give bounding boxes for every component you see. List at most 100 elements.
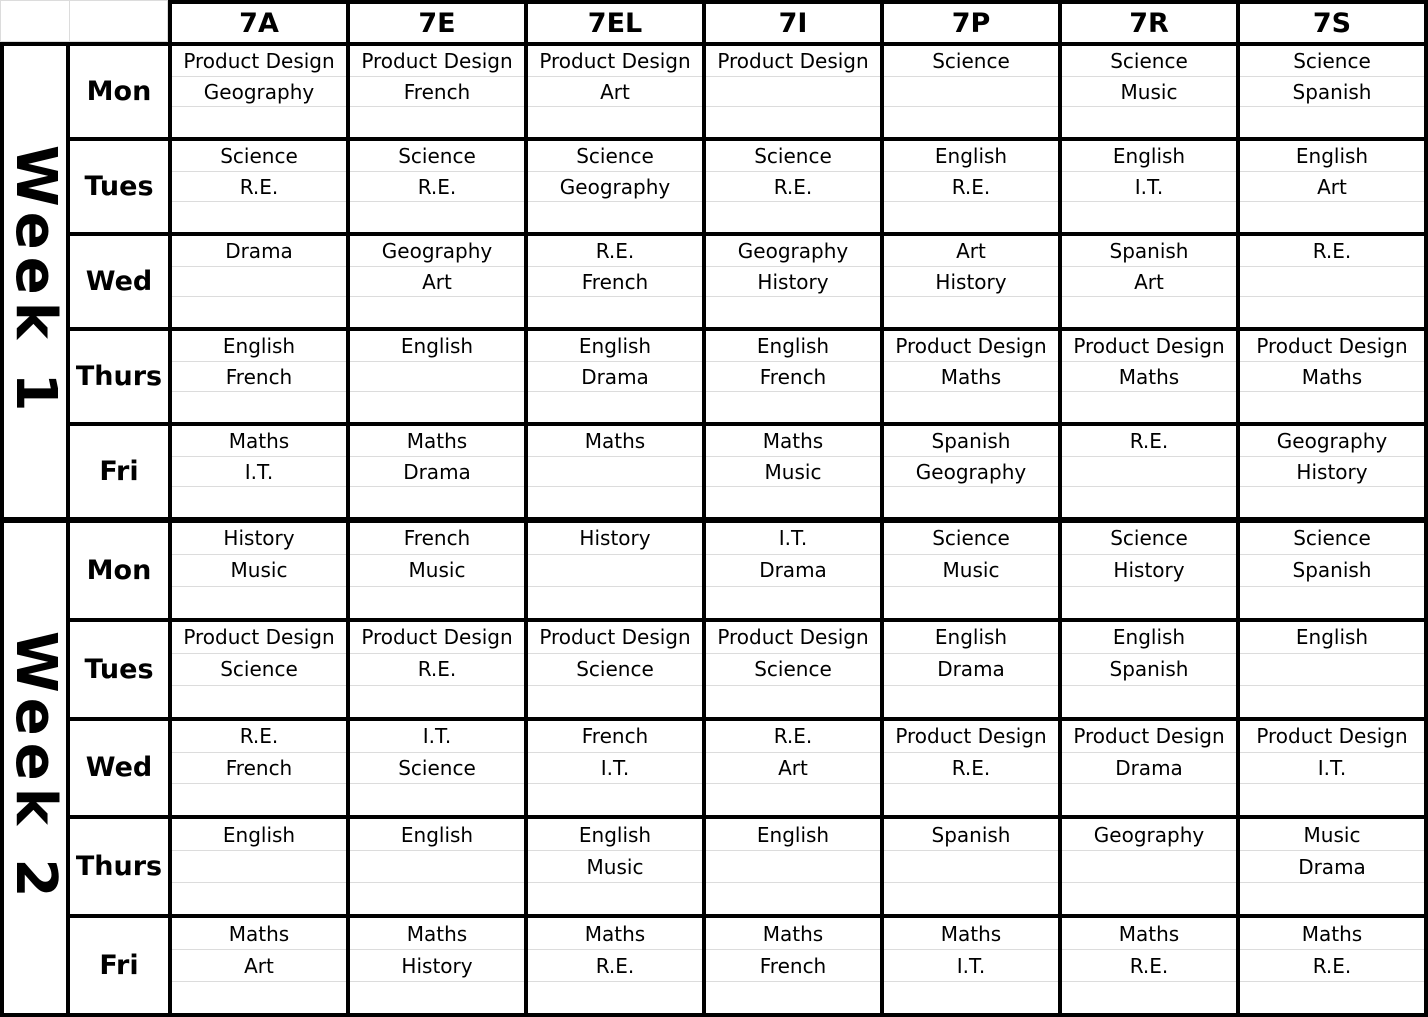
subject-line: Maths — [1062, 362, 1236, 393]
subject-line: R.E. — [1062, 426, 1236, 457]
subject-line — [706, 982, 880, 1013]
class-header-7E: 7E — [346, 0, 524, 42]
subject-line: Art — [1240, 172, 1424, 203]
subject-line: R.E. — [528, 950, 702, 983]
subject-line: Science — [884, 523, 1058, 555]
week1-label: Week 1 — [3, 144, 68, 419]
cell-week2-wed-7P: Product Design R.E. — [880, 720, 1058, 816]
week1-label-cell: Week 1 — [0, 46, 70, 517]
corner-cell-day — [70, 0, 168, 42]
subject-line: Geography — [706, 236, 880, 267]
subject-line: History — [1062, 555, 1236, 587]
cell-week2-wed-7A: R.E. French — [168, 720, 346, 816]
subject-line: Art — [172, 950, 346, 983]
subject-line: I.T. — [528, 753, 702, 785]
cell-week1-wed-7A: Drama — [168, 236, 346, 327]
subject-line: Science — [350, 141, 524, 172]
subject-line — [528, 883, 702, 914]
subject-line: Product Design — [884, 331, 1058, 362]
cell-week1-fri-7P: Spanish Geography — [880, 426, 1058, 517]
subject-line: Drama — [172, 236, 346, 267]
header-row: 7A 7E 7EL 7I 7P 7R 7S — [0, 0, 1428, 42]
subject-line — [884, 982, 1058, 1013]
subject-line — [1240, 392, 1424, 422]
subject-line — [528, 487, 702, 517]
cell-week1-thurs-7P: Product Design Maths — [880, 331, 1058, 422]
subject-line — [884, 107, 1058, 137]
subject-line — [528, 982, 702, 1013]
subject-line: R.E. — [706, 172, 880, 203]
subject-line: English — [528, 819, 702, 852]
subject-line: Spanish — [884, 819, 1058, 852]
subject-line: Science — [172, 141, 346, 172]
subject-line — [350, 107, 524, 137]
subject-line — [528, 686, 702, 717]
cell-week1-mon-7EL: Product Design Art — [524, 46, 702, 137]
cell-week1-tues-7EL: Science Geography — [524, 141, 702, 232]
cell-week1-mon-7S: Science Spanish — [1236, 46, 1428, 137]
subject-line — [1240, 487, 1424, 517]
subject-line — [528, 457, 702, 488]
subject-line: English — [884, 622, 1058, 654]
subject-line: Maths — [1240, 362, 1424, 393]
cell-week2-thurs-7E: English — [346, 819, 524, 915]
day-label-week2-wed: Wed — [85, 752, 153, 784]
cell-week1-tues-7E: Science R.E. — [346, 141, 524, 232]
subject-line: Geography — [1240, 426, 1424, 457]
subject-line: Spanish — [1240, 77, 1424, 108]
subject-line — [172, 202, 346, 232]
subject-line: Music — [706, 457, 880, 488]
cell-week1-thurs-7R: Product Design Maths — [1058, 331, 1236, 422]
cell-week2-wed-7E: I.T. Science — [346, 720, 524, 816]
cell-week1-tues-7A: Science R.E. — [168, 141, 346, 232]
cell-week2-tues-7R: English Spanish — [1058, 621, 1236, 717]
subject-line — [884, 297, 1058, 327]
cell-week1-tues-7P: English R.E. — [880, 141, 1058, 232]
cell-week2-thurs-7A: English — [168, 819, 346, 915]
subject-line — [1240, 267, 1424, 298]
subject-line — [350, 851, 524, 884]
cell-week2-tues-7P: English Drama — [880, 621, 1058, 717]
subject-line — [1062, 982, 1236, 1013]
subject-line: R.E. — [1240, 950, 1424, 983]
subject-line — [706, 487, 880, 517]
subject-line: I.T. — [884, 950, 1058, 983]
subject-line: English — [706, 819, 880, 852]
subject-line — [884, 202, 1058, 232]
subject-line: English — [1240, 622, 1424, 654]
subject-line — [350, 587, 524, 618]
subject-line: Geography — [1062, 819, 1236, 852]
subject-line: English — [884, 141, 1058, 172]
subject-line: French — [706, 362, 880, 393]
subject-line: English — [528, 331, 702, 362]
subject-line: English — [706, 331, 880, 362]
subject-line: Geography — [172, 77, 346, 108]
subject-line: Spanish — [884, 426, 1058, 457]
cell-week1-tues-7R: English I.T. — [1058, 141, 1236, 232]
subject-line — [1062, 883, 1236, 914]
subject-line — [350, 982, 524, 1013]
subject-line — [1240, 297, 1424, 327]
day-row-week1-tues: Tues Science R.E. Science R.E. Science Geograp… — [70, 141, 1428, 236]
subject-line: Spanish — [1062, 236, 1236, 267]
subject-line: Science — [1240, 46, 1424, 77]
cell-week2-thurs-7S: Music Drama — [1236, 819, 1428, 915]
subject-line: Maths — [528, 918, 702, 951]
subject-line: Drama — [1240, 851, 1424, 884]
class-header-7P: 7P — [880, 0, 1058, 42]
week2-block: Week 2 Mon History Music French Music History I… — [0, 517, 1428, 1017]
subject-line: Maths — [528, 426, 702, 457]
subject-line: Art — [350, 267, 524, 298]
cell-week1-tues-7I: Science R.E. — [702, 141, 880, 232]
subject-line — [706, 107, 880, 137]
cell-week1-wed-7R: Spanish Art — [1058, 236, 1236, 327]
cell-week1-wed-7I: Geography History — [702, 236, 880, 327]
day-row-week1-wed: Wed Drama Geography Art R.E. French Geography H… — [70, 236, 1428, 331]
subject-line — [528, 297, 702, 327]
cell-week2-mon-7A: History Music — [168, 523, 346, 618]
subject-line: History — [528, 523, 702, 555]
cell-week2-wed-7R: Product Design Drama — [1058, 720, 1236, 816]
subject-line: Maths — [350, 426, 524, 457]
subject-line: English — [172, 819, 346, 852]
